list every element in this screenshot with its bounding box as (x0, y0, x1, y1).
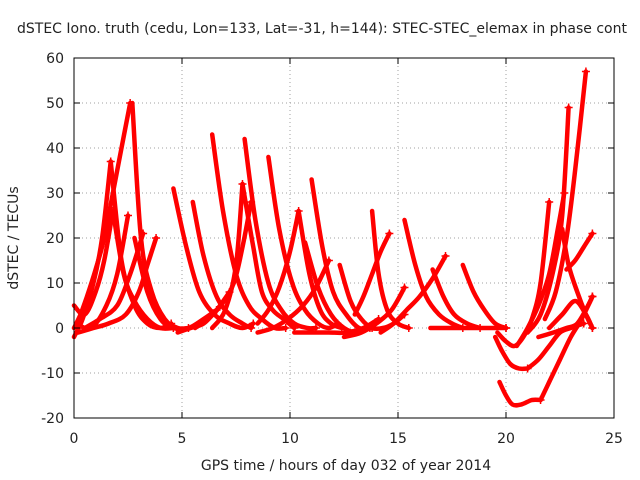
series-end-marker (124, 211, 132, 220)
x-tick-label: 15 (389, 431, 407, 447)
series-end-marker (441, 252, 450, 260)
series-arc-09 (132, 235, 219, 332)
series-end-marker (152, 234, 161, 242)
series-arc-28 (292, 316, 381, 336)
series-arc-08 (76, 235, 159, 335)
series-arc-06 (108, 159, 174, 331)
series-arc-27 (460, 262, 509, 331)
series-arc-25 (402, 217, 466, 331)
axis-ticks: 0 5 10 15 20 25 -20 -10 0 10 20 30 40 50 60 (41, 51, 623, 447)
series-arc-44 (564, 231, 595, 272)
series-end-marker (588, 324, 597, 332)
y-axis-label: dSTEC / TECUs (6, 186, 22, 289)
x-axis-label: GPS time / hours of day 032 of year 2014 (201, 458, 491, 474)
x-tick-label: 10 (281, 431, 299, 447)
series-arc-42 (542, 69, 589, 322)
series-arc-29 (341, 285, 407, 340)
series-arc-10 (82, 231, 146, 331)
y-tick-label: 10 (46, 276, 64, 292)
series-arc-12 (190, 199, 254, 331)
y-tick-label: 0 (55, 321, 64, 337)
chart-title: dSTEC Iono. truth (cedu, Lon=133, Lat=-3… (17, 21, 627, 37)
x-tick-label: 5 (178, 431, 187, 447)
series-end-marker (588, 292, 597, 301)
y-tick-label: 50 (46, 96, 64, 112)
series-arc-45 (546, 298, 595, 331)
x-tick-label: 25 (605, 431, 623, 447)
series-end-marker (588, 229, 597, 238)
y-tick-label: -20 (41, 411, 64, 427)
series-end-marker (139, 229, 148, 238)
series-end-marker (545, 198, 554, 206)
series-end-marker (247, 198, 256, 206)
x-tick-label: 0 (70, 431, 79, 447)
series-arc-33 (175, 289, 232, 335)
x-tick-label: 20 (497, 431, 515, 447)
data-series (71, 67, 597, 408)
y-tick-label: 30 (46, 186, 64, 202)
y-tick-label: 40 (46, 141, 64, 157)
series-arc-32 (255, 258, 332, 335)
series-arc-19 (255, 208, 301, 326)
series-arc-15 (266, 154, 340, 331)
series-end-marker (400, 283, 409, 292)
series-end-marker (247, 324, 256, 332)
series-arc-14 (242, 136, 319, 331)
series-arc-03 (71, 208, 116, 318)
series-end-marker (564, 103, 573, 112)
series-arc-37 (497, 379, 543, 408)
series-arc-39 (495, 199, 552, 349)
series-end-marker (581, 67, 590, 76)
y-tick-label: 60 (46, 51, 64, 67)
series-arc-31 (352, 231, 392, 317)
y-tick-label: 20 (46, 231, 64, 247)
series-end-marker (281, 324, 290, 332)
series-arc-40 (514, 190, 567, 349)
series-end-marker (385, 229, 394, 238)
series-end-marker (404, 324, 413, 332)
series-arc-24 (369, 208, 412, 331)
series-end-marker (324, 256, 333, 265)
series-arc-46 (536, 294, 595, 340)
series-arc-41 (525, 105, 571, 335)
series-end-marker (502, 324, 510, 332)
series-end-marker (225, 288, 234, 296)
series-arc-35 (492, 334, 530, 372)
series-arc-20 (296, 208, 345, 331)
y-tick-label: -10 (41, 366, 64, 382)
series-arc-26 (430, 267, 483, 331)
series-arc-30 (378, 253, 448, 335)
